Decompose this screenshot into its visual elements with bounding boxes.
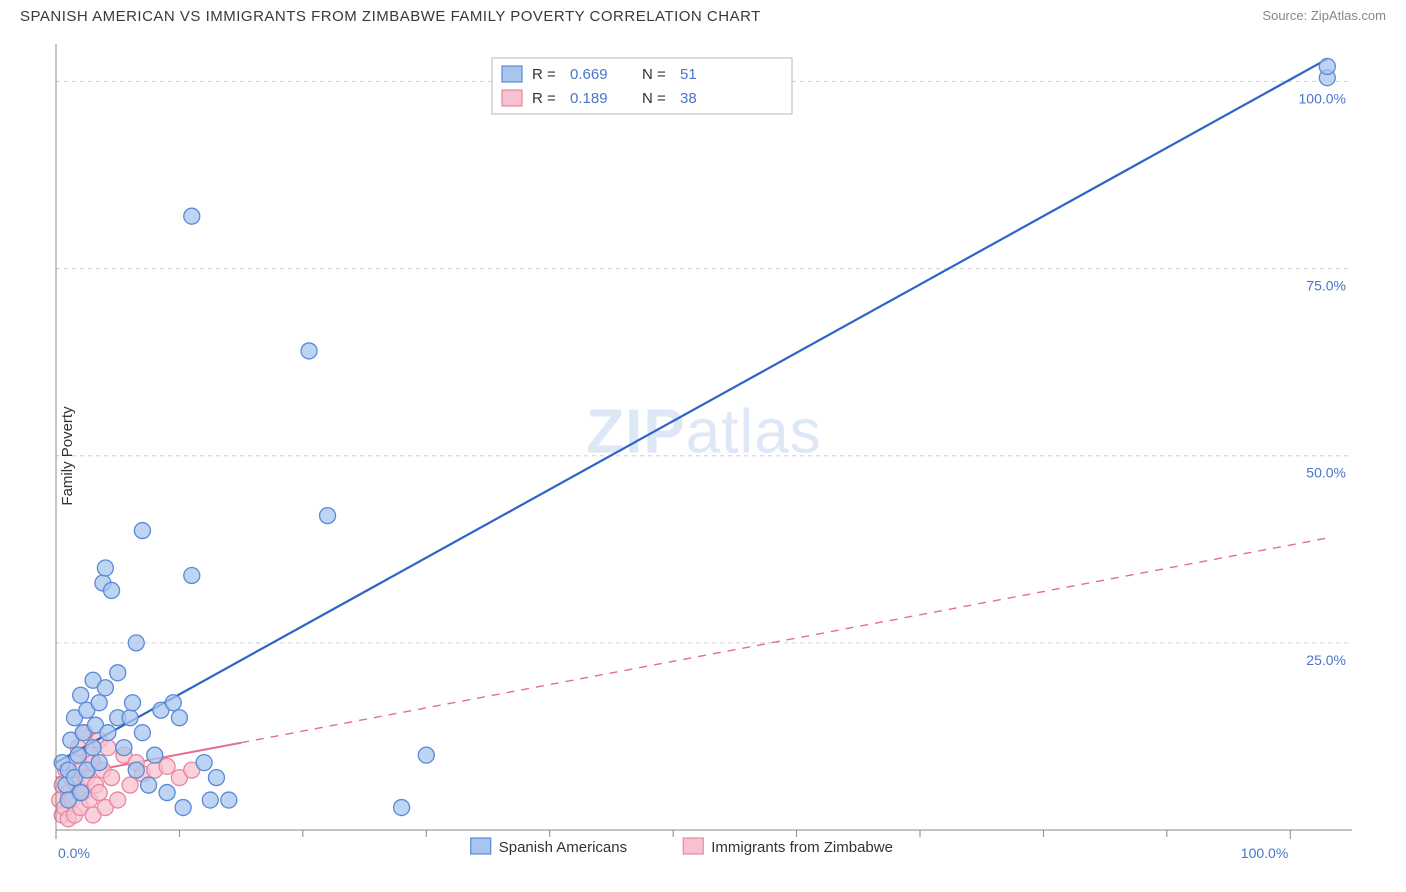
data-point xyxy=(320,508,336,524)
data-point xyxy=(116,740,132,756)
legend-r-value: 0.669 xyxy=(570,66,608,83)
data-point xyxy=(184,567,200,583)
data-point xyxy=(165,695,181,711)
data-point xyxy=(221,792,237,808)
data-point xyxy=(91,785,107,801)
y-tick-label: 75.0% xyxy=(1306,278,1346,294)
data-point xyxy=(175,800,191,816)
data-point xyxy=(394,800,410,816)
series-legend-swatch xyxy=(683,838,703,854)
source-link[interactable]: ZipAtlas.com xyxy=(1311,8,1386,23)
data-point xyxy=(134,725,150,741)
data-point xyxy=(110,665,126,681)
data-point xyxy=(100,725,116,741)
legend-n-value: 51 xyxy=(680,66,697,83)
y-tick-label: 25.0% xyxy=(1306,652,1346,668)
legend-n-value: 38 xyxy=(680,90,697,107)
source-label: Source: xyxy=(1262,8,1307,23)
data-point xyxy=(141,777,157,793)
series-legend-label: Spanish Americans xyxy=(499,839,627,856)
data-point xyxy=(100,740,116,756)
legend-swatch xyxy=(502,90,522,106)
legend-n-label: N = xyxy=(642,90,666,107)
data-point xyxy=(134,523,150,539)
data-point xyxy=(122,710,138,726)
legend-n-label: N = xyxy=(642,66,666,83)
data-point xyxy=(91,755,107,771)
data-point xyxy=(202,792,218,808)
y-tick-label: 100.0% xyxy=(1299,90,1346,106)
data-point xyxy=(110,792,126,808)
data-point xyxy=(85,740,101,756)
y-axis-label: Family Poverty xyxy=(59,406,76,505)
data-point xyxy=(125,695,141,711)
data-point xyxy=(196,755,212,771)
data-point xyxy=(122,777,138,793)
legend-r-label: R = xyxy=(532,66,556,83)
data-point xyxy=(128,762,144,778)
data-point xyxy=(184,208,200,224)
data-point xyxy=(104,770,120,786)
trend-line xyxy=(56,59,1327,763)
series-legend-label: Immigrants from Zimbabwe xyxy=(711,839,893,856)
data-point xyxy=(73,687,89,703)
data-point xyxy=(104,582,120,598)
data-point xyxy=(97,560,113,576)
data-point xyxy=(147,747,163,763)
data-point xyxy=(171,710,187,726)
legend-swatch xyxy=(502,66,522,82)
chart-title: SPANISH AMERICAN VS IMMIGRANTS FROM ZIMB… xyxy=(20,8,761,25)
data-point xyxy=(128,635,144,651)
data-point xyxy=(1319,58,1335,74)
x-tick-label: 0.0% xyxy=(58,845,90,861)
data-point xyxy=(159,785,175,801)
data-point xyxy=(418,747,434,763)
data-point xyxy=(91,695,107,711)
chart-container: Family Poverty 25.0% 50.0% 75.0% 100.0% ZIPa… xyxy=(24,36,1384,876)
data-point xyxy=(97,680,113,696)
data-point xyxy=(70,747,86,763)
legend-r-label: R = xyxy=(532,90,556,107)
x-tick-label: 100.0% xyxy=(1241,845,1288,861)
data-point xyxy=(208,770,224,786)
watermark: ZIPatlas xyxy=(586,398,821,467)
scatter-chart: 25.0% 50.0% 75.0% 100.0% ZIPatlas 0.0% 100.0% R… xyxy=(24,36,1384,876)
data-point xyxy=(73,785,89,801)
legend-r-value: 0.189 xyxy=(570,90,608,107)
series-legend-swatch xyxy=(471,838,491,854)
source-credit: Source: ZipAtlas.com xyxy=(1262,8,1386,23)
data-point xyxy=(301,343,317,359)
data-point xyxy=(159,758,175,774)
y-tick-label: 50.0% xyxy=(1306,465,1346,481)
